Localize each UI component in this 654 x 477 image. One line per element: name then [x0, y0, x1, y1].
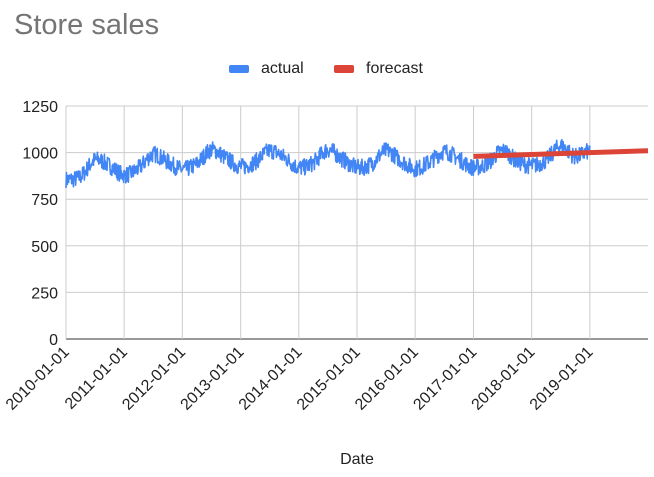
x-tick-label: 2019-01-01 [527, 344, 597, 414]
x-tick-label: 2010-01-01 [3, 344, 73, 414]
y-tick-label: 500 [31, 239, 58, 256]
legend-label-actual: actual [261, 60, 304, 77]
y-tick-label: 0 [49, 332, 58, 349]
legend-item-forecast[interactable]: forecast [334, 60, 423, 78]
series-line-forecast [473, 148, 649, 159]
legend-swatch-forecast [334, 65, 354, 73]
legend-swatch-actual [229, 65, 249, 73]
y-tick-label: 1000 [22, 146, 58, 163]
legend-label-forecast: forecast [366, 60, 423, 77]
legend: actual forecast [0, 60, 654, 82]
chart-title: Store sales [14, 9, 160, 41]
legend-item-actual[interactable]: actual [229, 60, 304, 78]
series-line-actual [65, 138, 591, 189]
y-tick-label: 250 [31, 285, 58, 302]
x-axis-label: Date [340, 451, 374, 468]
y-tick-label: 750 [31, 192, 58, 209]
y-tick-label: 1250 [22, 99, 58, 116]
